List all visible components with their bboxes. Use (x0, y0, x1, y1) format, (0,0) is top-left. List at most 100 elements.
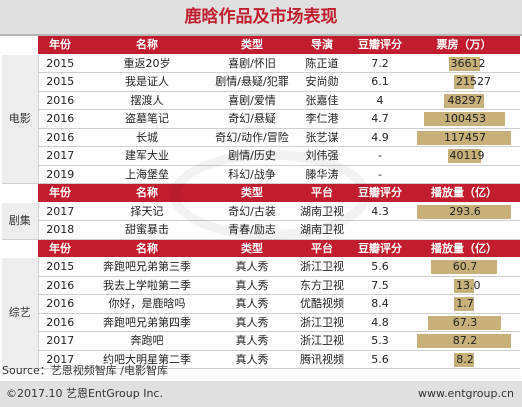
cell-name: 奔跑吧 (82, 331, 212, 351)
cell-score: - (352, 146, 408, 166)
cell-score: 4 (352, 91, 408, 110)
cell-bar: 40119 (408, 146, 520, 166)
cell-year: 2015 (38, 257, 82, 277)
cell-name: 重返20岁 (82, 54, 212, 73)
cell-bar: 36612 (408, 54, 520, 73)
variety-header-row: 年份 名称 类型 平台 豆瓣评分 播放量（亿） (2, 239, 520, 258)
value-bar: 87.2 (417, 334, 511, 348)
cell-bar (408, 220, 520, 240)
cell-bar (408, 165, 520, 184)
movie-header-col-2: 类型 (212, 36, 292, 55)
cell-bar: 293.6 (408, 202, 520, 221)
cell-bar: 60.7 (408, 257, 520, 277)
cell-platform: 腾讯视频 (292, 350, 352, 369)
value-bar: 1.7 (454, 297, 474, 311)
table-row: 2016 摆渡人 喜剧/爱情 张嘉佳 4 48297 (2, 91, 520, 110)
table-row: 2018 甜蜜暴击 青春/励志 湖南卫视 (2, 220, 520, 240)
cell-name: 你好，是鹿晗吗 (82, 294, 212, 314)
cell-year: 2019 (38, 165, 82, 184)
cell-name: 长城 (82, 128, 212, 147)
variety-category-label: 综艺 (2, 257, 39, 369)
drama-header-col-1: 名称 (82, 183, 212, 203)
cell-platform: 浙江卫视 (292, 313, 352, 332)
cell-director: 滕华涛 (292, 165, 352, 184)
cell-year: 2015 (38, 72, 82, 92)
cell-name: 奔跑吧兄弟第四季 (82, 313, 212, 332)
cell-score: 4.8 (352, 313, 408, 332)
value-bar: 48297 (444, 93, 484, 108)
cell-bar: 21527 (408, 72, 520, 92)
cell-year: 2017 (38, 146, 82, 166)
value-bar: 13.0 (454, 278, 481, 293)
table-row: 2016 你好，是鹿晗吗 真人秀 优酷视频 8.4 1.7 (2, 294, 520, 314)
cell-bar: 117457 (408, 128, 520, 147)
drama-header-col-0: 年份 (38, 183, 82, 203)
cell-score: 5.6 (352, 350, 408, 369)
cell-platform: 浙江卫视 (292, 257, 352, 277)
cell-name: 盗墓笔记 (82, 109, 212, 129)
source-note: Source：艺恩视频智库 /电影智库 (2, 364, 168, 377)
cell-director: 安尚勋 (292, 72, 352, 92)
value-bar: 21527 (454, 75, 491, 89)
cell-platform: 湖南卫视 (292, 220, 352, 240)
table-row: 2017 约吧大明星第二季 真人秀 腾讯视频 5.6 8.2 (2, 350, 520, 369)
cell-genre: 科幻/战争 (212, 165, 292, 184)
movie-header-col-5: 票房（万） (408, 36, 520, 55)
cell-genre: 真人秀 (212, 257, 292, 277)
cell-genre: 青春/励志 (212, 220, 292, 240)
variety-header-col-4: 豆瓣评分 (352, 239, 408, 258)
cell-name: 上海堡垒 (82, 165, 212, 184)
value-bar: 117457 (417, 130, 511, 145)
header-blank (2, 239, 38, 258)
works-table-body: 年份 名称 类型 导演 豆瓣评分 票房（万） 电影 2015 重返20岁 喜剧/怀旧 陈正道 7.2 3… (2, 36, 520, 369)
drama-header-col-3: 平台 (292, 183, 352, 203)
value-bar: 293.6 (417, 204, 511, 219)
cell-genre: 剧情/悬疑/犯罪 (212, 72, 292, 92)
works-table: 年份 名称 类型 导演 豆瓣评分 票房（万） 电影 2015 重返20岁 喜剧/怀旧 陈正道 7.2 3… (2, 36, 520, 369)
cell-genre: 真人秀 (212, 350, 292, 369)
cell-name: 择天记 (82, 202, 212, 221)
cell-director: 刘伟强 (292, 146, 352, 166)
cell-score: 4.9 (352, 128, 408, 147)
table-row: 2016 奔跑吧兄弟第四季 真人秀 浙江卫视 4.8 67.3 (2, 313, 520, 332)
cell-year: 2016 (38, 313, 82, 332)
movie-header-row: 年份 名称 类型 导演 豆瓣评分 票房（万） (2, 36, 520, 55)
cell-score: 4.3 (352, 202, 408, 221)
cell-name: 我是证人 (82, 72, 212, 92)
cell-score (352, 220, 408, 240)
cell-platform: 浙江卫视 (292, 331, 352, 351)
cell-genre: 奇幻/古装 (212, 202, 292, 221)
cell-year: 2016 (38, 109, 82, 129)
table-row: 2016 长城 奇幻/动作/冒险 张艺谋 4.9 117457 (2, 128, 520, 147)
movie-category-label: 电影 (2, 54, 39, 184)
cell-name: 约吧大明星第二季 (82, 350, 212, 369)
table-row: 2015 我是证人 剧情/悬疑/犯罪 安尚勋 6.1 21527 (2, 72, 520, 92)
drama-header-col-4: 豆瓣评分 (352, 183, 408, 203)
cell-genre: 真人秀 (212, 294, 292, 314)
variety-header-col-5: 播放量（亿） (408, 239, 520, 258)
cell-year: 2017 (38, 350, 82, 369)
cell-bar: 67.3 (408, 313, 520, 332)
table-row: 综艺 2015 奔跑吧兄弟第三季 真人秀 浙江卫视 5.6 60.7 (2, 257, 520, 369)
value-bar: 60.7 (431, 260, 497, 274)
cell-name: 奔跑吧兄弟第三季 (82, 257, 212, 277)
value-bar: 40119 (447, 149, 485, 163)
cell-genre: 奇幻/动作/冒险 (212, 128, 292, 147)
cell-score: 5.3 (352, 331, 408, 351)
cell-name: 建军大业 (82, 146, 212, 166)
cell-score: 8.4 (352, 294, 408, 314)
cell-bar: 1.7 (408, 294, 520, 314)
cell-platform: 优酷视频 (292, 294, 352, 314)
drama-header-col-2: 类型 (212, 183, 292, 203)
cell-director: 陈正道 (292, 54, 352, 73)
cell-score: 5.6 (352, 257, 408, 277)
cell-bar: 13.0 (408, 276, 520, 295)
cell-name: 甜蜜暴击 (82, 220, 212, 240)
value-bar: 67.3 (427, 315, 501, 330)
variety-header-col-0: 年份 (38, 239, 82, 258)
copyright: ©2017.10 艺恩EntGroup Inc. (6, 387, 163, 400)
cell-bar: 48297 (408, 91, 520, 110)
cell-year: 2015 (38, 54, 82, 73)
movie-header-col-1: 名称 (82, 36, 212, 55)
